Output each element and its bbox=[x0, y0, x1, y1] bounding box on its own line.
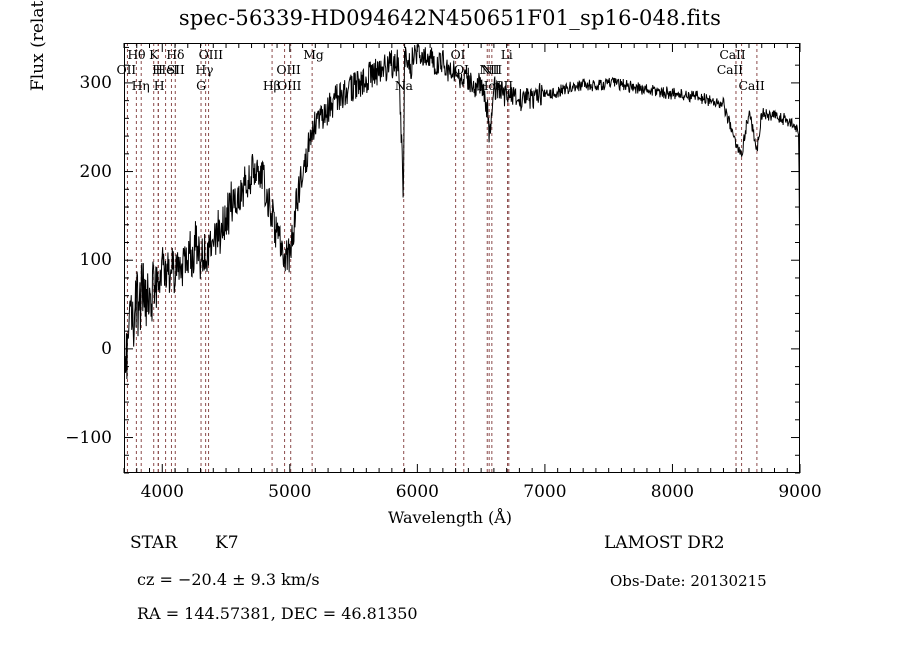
footer-obs-date: Obs-Date: 20130215 bbox=[610, 572, 767, 590]
footer-spectral-class: K7 bbox=[215, 533, 239, 553]
y-tick-label: 0 bbox=[101, 338, 112, 359]
y-tick-label: −100 bbox=[65, 427, 112, 448]
x-tick-label: 7000 bbox=[523, 482, 567, 502]
x-tick-label: 6000 bbox=[395, 482, 439, 502]
x-tick-label: 4000 bbox=[140, 482, 184, 502]
spectral-line-label: Hβ bbox=[262, 78, 281, 93]
spectral-line-label: Hθ bbox=[127, 47, 146, 62]
spectrum-plot-area bbox=[124, 43, 800, 473]
spectral-line-label: Li bbox=[500, 47, 513, 62]
spectral-line-label: OIII bbox=[277, 78, 302, 93]
spectral-line-label: NII bbox=[479, 62, 500, 77]
x-tick-label: 9000 bbox=[778, 482, 822, 502]
spectral-line-label: CaII bbox=[738, 78, 765, 93]
footer-survey: LAMOST DR2 bbox=[604, 533, 725, 553]
footer-coords: RA = 144.57381, DEC = 46.81350 bbox=[137, 604, 418, 623]
spectral-line-label: Hδ bbox=[166, 47, 185, 62]
spectral-line-label: G bbox=[196, 78, 206, 93]
spectral-line-label: CaII bbox=[719, 47, 746, 62]
spectral-line-label: OII bbox=[116, 62, 137, 77]
x-tick-label: 8000 bbox=[650, 482, 695, 502]
spectral-line-label: Mg bbox=[303, 47, 324, 62]
spectral-line-label: SII bbox=[495, 78, 513, 93]
spectral-line-label: OIII bbox=[198, 47, 223, 62]
spectral-line-label: HeI bbox=[155, 62, 179, 77]
spectral-line-label: OI bbox=[450, 47, 466, 62]
y-tick-label: 200 bbox=[79, 161, 112, 182]
spectral-line-label: OIII bbox=[276, 62, 301, 77]
footer-object-type: STAR bbox=[130, 533, 178, 553]
spectral-line-label: Hγ bbox=[195, 62, 214, 77]
spectral-line-label: K bbox=[149, 47, 159, 62]
y-axis-label: Flux (relative) bbox=[28, 0, 48, 92]
page-title: spec-56339-HD094642N450651F01_sp16-048.f… bbox=[178, 6, 722, 30]
x-tick-label: 5000 bbox=[268, 482, 312, 502]
spectral-line-label: OI bbox=[453, 62, 469, 77]
x-axis-label: Wavelength (Å) bbox=[387, 508, 513, 527]
spectral-line-label: Hη bbox=[131, 78, 150, 93]
spectral-line-label: Hα bbox=[477, 78, 497, 93]
plot-frame bbox=[124, 43, 800, 473]
spectral-line-label: H bbox=[153, 78, 165, 93]
spectral-line-label: CaII bbox=[716, 62, 743, 77]
spectral-line-label: H bbox=[152, 62, 163, 77]
spectral-line-label: SII bbox=[166, 62, 185, 77]
spectrum-canvas bbox=[124, 43, 800, 473]
y-tick-label: 100 bbox=[79, 250, 112, 271]
spectral-line-label: Na bbox=[394, 78, 413, 93]
spectral-line-label: NII bbox=[481, 62, 502, 77]
footer-cz: cz = −20.4 ± 9.3 km/s bbox=[137, 570, 320, 589]
y-tick-label: 300 bbox=[79, 72, 112, 93]
